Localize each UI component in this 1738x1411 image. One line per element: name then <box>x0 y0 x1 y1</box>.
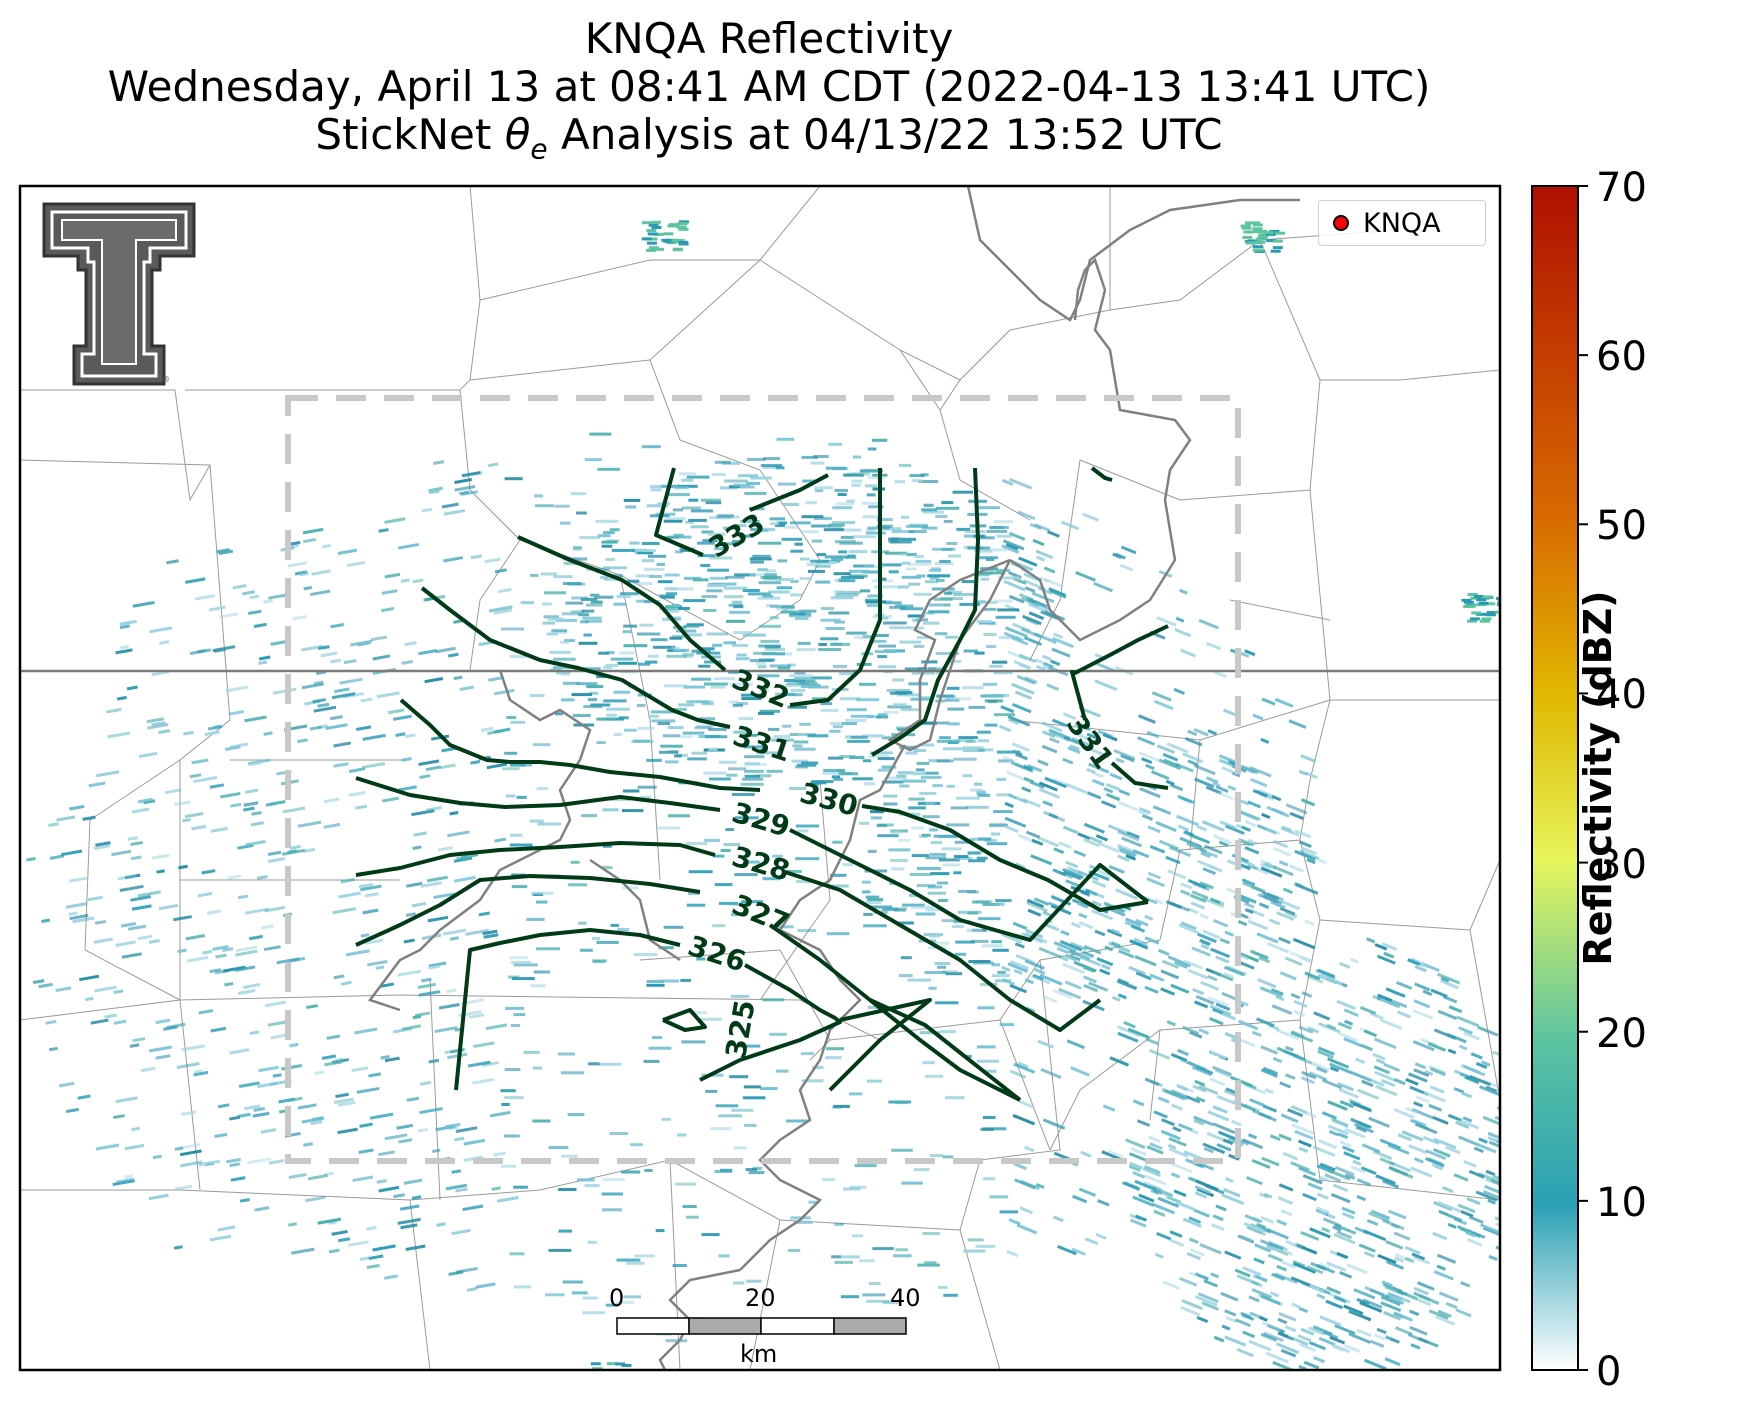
contour-332-upper <box>870 467 980 757</box>
legend: KNQA <box>1318 200 1486 246</box>
analysis-domain-box <box>285 395 1241 1164</box>
contour-label-325: 325 <box>719 997 762 1060</box>
map-title: KNQA Reflectivity <box>584 14 954 63</box>
colorbar <box>1531 185 1579 1371</box>
scale-label-40: 40 <box>890 1284 921 1312</box>
contour-326-east <box>828 998 932 1092</box>
colorbar-tick-10: 10 <box>1596 1180 1647 1226</box>
contour-label-330: 330 <box>796 776 861 823</box>
scale-bar <box>616 1317 907 1335</box>
scale-unit: km <box>740 1340 778 1368</box>
contour-330 <box>399 698 761 792</box>
contour-327-east <box>869 998 1022 1102</box>
contour-label-328: 328 <box>728 840 793 888</box>
station-marker-icon <box>1333 215 1349 231</box>
colorbar-tick-0: 0 <box>1596 1349 1622 1395</box>
colorbar-tick-50: 50 <box>1596 503 1647 549</box>
contour-label-329: 329 <box>728 796 793 844</box>
contour-326 <box>454 928 842 1091</box>
map-subtitle: Wednesday, April 13 at 08:41 AM CDT (202… <box>107 62 1431 111</box>
contour-333 <box>654 467 829 557</box>
colorbar-tick-60: 60 <box>1596 334 1647 380</box>
contour-325 <box>662 1008 707 1032</box>
legend-station-label: KNQA <box>1363 207 1441 239</box>
map-frame <box>18 184 1502 1372</box>
contour-328 <box>355 841 1102 1032</box>
colorbar-tick-20: 20 <box>1596 1011 1647 1057</box>
contour-331 <box>420 586 731 729</box>
colorbar-tick-30: 30 <box>1596 842 1647 888</box>
contour-327 <box>355 874 1021 1102</box>
scale-label-0: 0 <box>609 1284 625 1312</box>
colorbar-tick-40: 40 <box>1596 672 1647 718</box>
contour-329 <box>355 776 1150 942</box>
contour-label-327: 327 <box>727 888 794 940</box>
rivers <box>367 186 1300 1370</box>
contour-333-east <box>1090 466 1113 482</box>
contour-331-east2 <box>1110 761 1169 790</box>
county-boundaries <box>20 186 1500 1370</box>
contour-331-east <box>1070 624 1169 721</box>
colorbar-tick-70: 70 <box>1596 165 1647 211</box>
colorbar-label: Reflectivity (dBZ) <box>1576 590 1620 966</box>
contour-330b <box>861 804 1149 912</box>
radar-echoes <box>26 220 1500 1370</box>
texas-tech-logo: ® <box>42 202 196 386</box>
theta-e-contours <box>355 466 1169 1102</box>
contour-label-326: 326 <box>684 929 750 978</box>
svg-text:®: ® <box>162 375 170 384</box>
contour-332 <box>517 468 882 707</box>
analysis-time: StickNet θe Analysis at 04/13/22 13:52 U… <box>315 110 1223 166</box>
scale-label-20: 20 <box>745 1284 776 1312</box>
